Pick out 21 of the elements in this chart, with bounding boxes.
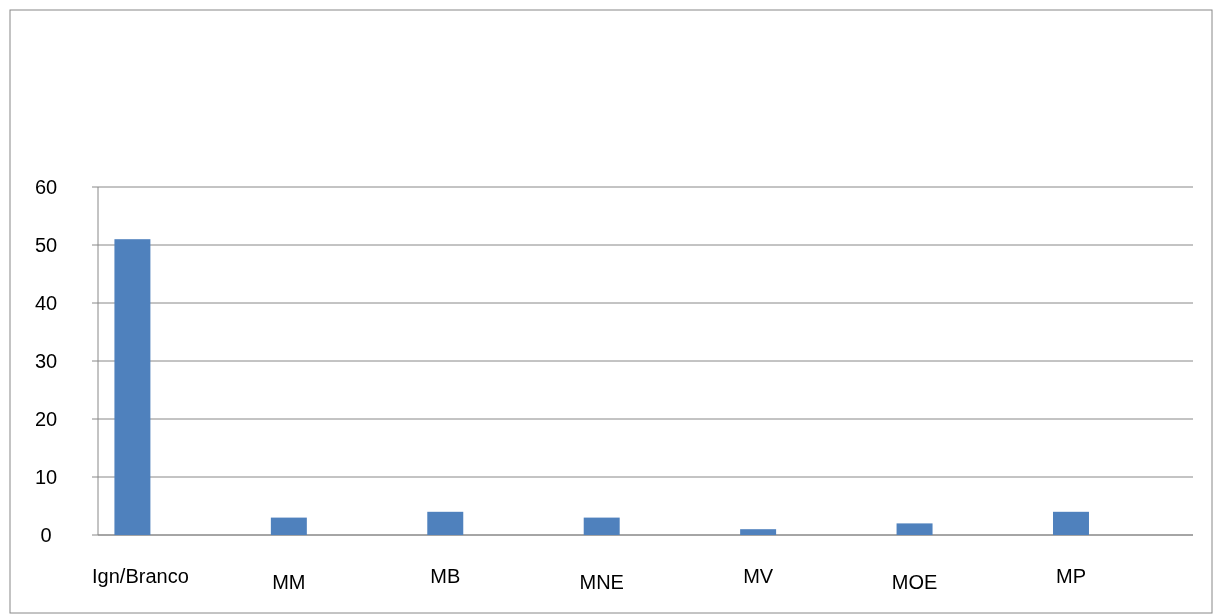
x-tick-label: MOE <box>891 571 938 593</box>
y-tick-label: 30 <box>34 350 58 372</box>
bar <box>896 523 933 535</box>
bar <box>583 517 620 535</box>
y-tick-label: 40 <box>34 292 58 314</box>
x-tick-label: MV <box>743 565 774 587</box>
x-tick-label: MP <box>1055 565 1086 587</box>
x-tick-label: MM <box>272 571 306 593</box>
x-tick-label: MNE <box>579 571 624 593</box>
bar <box>1053 511 1089 535</box>
y-tick-label: 50 <box>34 234 58 256</box>
y-tick-label: 20 <box>34 408 58 430</box>
y-tick-label: 60 <box>34 176 58 198</box>
bar <box>427 511 464 535</box>
bar <box>270 517 307 535</box>
y-tick-label: 10 <box>34 466 58 488</box>
x-tick-label: Ign/Branco <box>92 565 189 587</box>
bar <box>740 529 777 535</box>
x-tick-label: MB <box>430 565 461 587</box>
bar <box>114 239 151 535</box>
y-tick-label: 0 <box>40 524 52 546</box>
